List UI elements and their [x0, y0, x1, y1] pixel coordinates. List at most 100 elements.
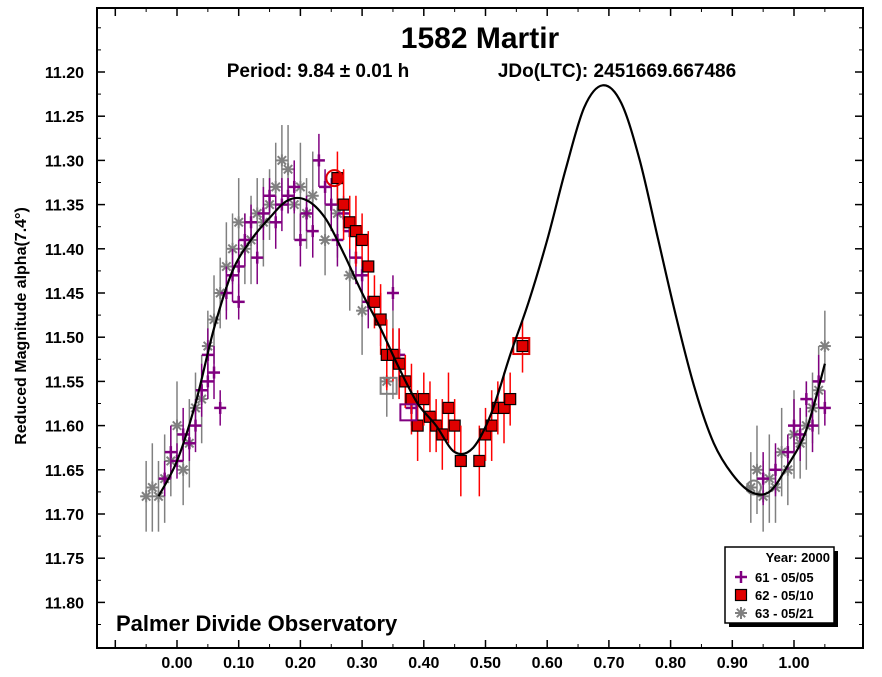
marker-shape [448, 419, 461, 432]
x-tick-label: 0.50 [470, 655, 501, 672]
data-point [245, 216, 258, 229]
data-point [442, 401, 455, 415]
marker-stroke [819, 341, 830, 351]
marker-stroke [147, 482, 158, 493]
data-point [386, 287, 399, 299]
reference-square [399, 403, 418, 422]
data-point [411, 419, 424, 432]
y-tick-label: 11.75 [45, 551, 84, 568]
data-point [473, 454, 486, 468]
y-tick-label: 11.80 [45, 595, 84, 612]
data-point [325, 198, 338, 211]
marker-stroke [736, 608, 746, 618]
marker-shape [734, 588, 748, 602]
data-point [356, 269, 369, 282]
data-point [183, 437, 196, 450]
marker-shape [473, 454, 486, 468]
data-point [238, 233, 251, 246]
x-tick-label: 0.10 [223, 655, 254, 672]
data-point [195, 384, 208, 397]
data-point [257, 207, 270, 220]
reference-square [379, 376, 398, 395]
x-tick-label: 0.00 [161, 655, 192, 672]
data-point [788, 419, 800, 432]
legend-marker-plus [735, 571, 747, 583]
data-point [214, 401, 227, 414]
data-point [516, 339, 529, 353]
marker-stroke [283, 164, 293, 175]
y-tick-label: 11.50 [45, 330, 84, 347]
x-tick-label: 0.70 [593, 655, 624, 672]
data-point [781, 446, 794, 459]
y-tick-label: 11.70 [45, 507, 84, 524]
data-point [800, 393, 813, 406]
data-point [818, 401, 831, 414]
x-tick-label: 0.40 [408, 655, 439, 672]
data-point [362, 260, 375, 273]
legend-markers [734, 571, 748, 619]
marker-stroke [764, 473, 775, 484]
data-point [368, 295, 381, 308]
legend: Year: 2000 61 - 05/05 62 - 05/10 63 - 05… [724, 546, 838, 627]
x-tick-label: 0.30 [347, 655, 378, 672]
marker-shape [417, 392, 430, 406]
data-point [232, 216, 245, 229]
marker-stroke [276, 155, 287, 166]
data-point [757, 472, 770, 485]
data-point [146, 481, 159, 494]
data-point [312, 154, 325, 167]
data-point [769, 463, 782, 476]
x-tick-label: 0.80 [655, 655, 686, 672]
reference-markers [325, 169, 762, 496]
period-label: Period: 9.84 ± 0.01 h [227, 61, 410, 82]
y-tick-label: 11.40 [45, 242, 84, 259]
data-point [750, 463, 763, 476]
data-point [269, 180, 282, 193]
y-tick-label: 11.30 [45, 153, 84, 170]
marker-stroke [357, 305, 368, 316]
reference-circle [325, 169, 344, 188]
y-tick-label: 11.55 [45, 374, 84, 391]
data-point [504, 392, 517, 406]
x-tick-label: 1.00 [778, 655, 809, 672]
marker-stroke [141, 491, 152, 502]
marker-shape [337, 198, 350, 211]
y-tick-label: 11.20 [45, 65, 84, 82]
marker-stroke [295, 182, 306, 192]
y-axis-label: Reduced Magnitude alpha(7.4°) [13, 207, 30, 445]
data-point [306, 225, 319, 238]
data-point [356, 304, 369, 317]
data-point [294, 233, 307, 246]
data-point [448, 419, 461, 432]
data-point [337, 198, 350, 211]
marker-stroke [172, 420, 182, 431]
data-point [763, 472, 776, 485]
marker-shape [362, 260, 375, 273]
marker-shape [504, 392, 517, 406]
data-point [189, 419, 202, 432]
legend-label-63: 63 - 05/21 [755, 606, 814, 621]
footer-label: Palmer Divide Observatory [116, 611, 398, 636]
data-point [269, 216, 282, 229]
data-point [164, 446, 177, 459]
marker-shape [411, 419, 424, 432]
y-tick-label: 11.60 [45, 419, 84, 436]
x-tick-label: 0.20 [285, 655, 316, 672]
legend-marker-square [734, 588, 748, 602]
data-point [275, 154, 288, 167]
marker-stroke [270, 182, 281, 192]
data-point [251, 251, 264, 264]
plot-frame [96, 7, 864, 649]
marker-shape [368, 295, 381, 308]
y-tick-label: 11.65 [45, 463, 84, 480]
data-point [208, 366, 221, 379]
marker-stroke [215, 288, 226, 298]
data-point [232, 295, 245, 308]
marker-stroke [178, 464, 189, 475]
fit-layer [157, 84, 826, 497]
data-point [220, 260, 233, 273]
data-point [417, 392, 430, 406]
marker-shape [356, 233, 369, 247]
data-point [356, 233, 369, 247]
